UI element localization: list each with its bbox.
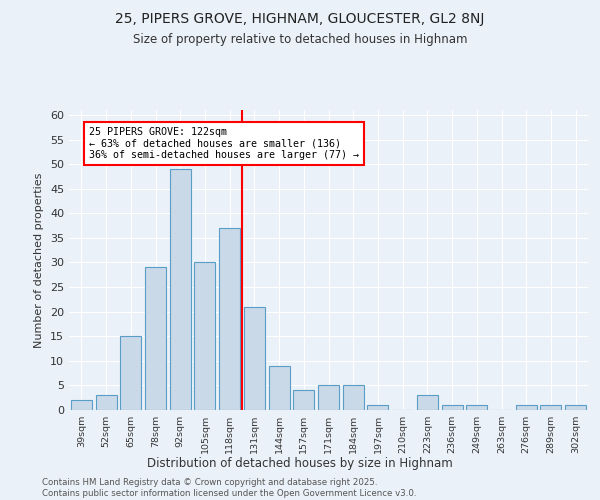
Bar <box>120 336 141 410</box>
Bar <box>541 405 562 410</box>
Text: Contains HM Land Registry data © Crown copyright and database right 2025.
Contai: Contains HM Land Registry data © Crown c… <box>42 478 416 498</box>
Text: Distribution of detached houses by size in Highnam: Distribution of detached houses by size … <box>147 458 453 470</box>
Bar <box>367 405 388 410</box>
Bar <box>194 262 215 410</box>
Bar <box>269 366 290 410</box>
Bar <box>293 390 314 410</box>
Bar <box>95 395 116 410</box>
Bar <box>417 395 438 410</box>
Text: 25 PIPERS GROVE: 122sqm
← 63% of detached houses are smaller (136)
36% of semi-d: 25 PIPERS GROVE: 122sqm ← 63% of detache… <box>89 127 359 160</box>
Bar <box>318 386 339 410</box>
Bar <box>170 169 191 410</box>
Bar <box>343 386 364 410</box>
Bar <box>466 405 487 410</box>
Y-axis label: Number of detached properties: Number of detached properties <box>34 172 44 348</box>
Bar <box>442 405 463 410</box>
Bar <box>71 400 92 410</box>
Bar <box>516 405 537 410</box>
Text: 25, PIPERS GROVE, HIGHNAM, GLOUCESTER, GL2 8NJ: 25, PIPERS GROVE, HIGHNAM, GLOUCESTER, G… <box>115 12 485 26</box>
Bar <box>244 306 265 410</box>
Text: Size of property relative to detached houses in Highnam: Size of property relative to detached ho… <box>133 32 467 46</box>
Bar <box>565 405 586 410</box>
Bar <box>219 228 240 410</box>
Bar <box>145 268 166 410</box>
